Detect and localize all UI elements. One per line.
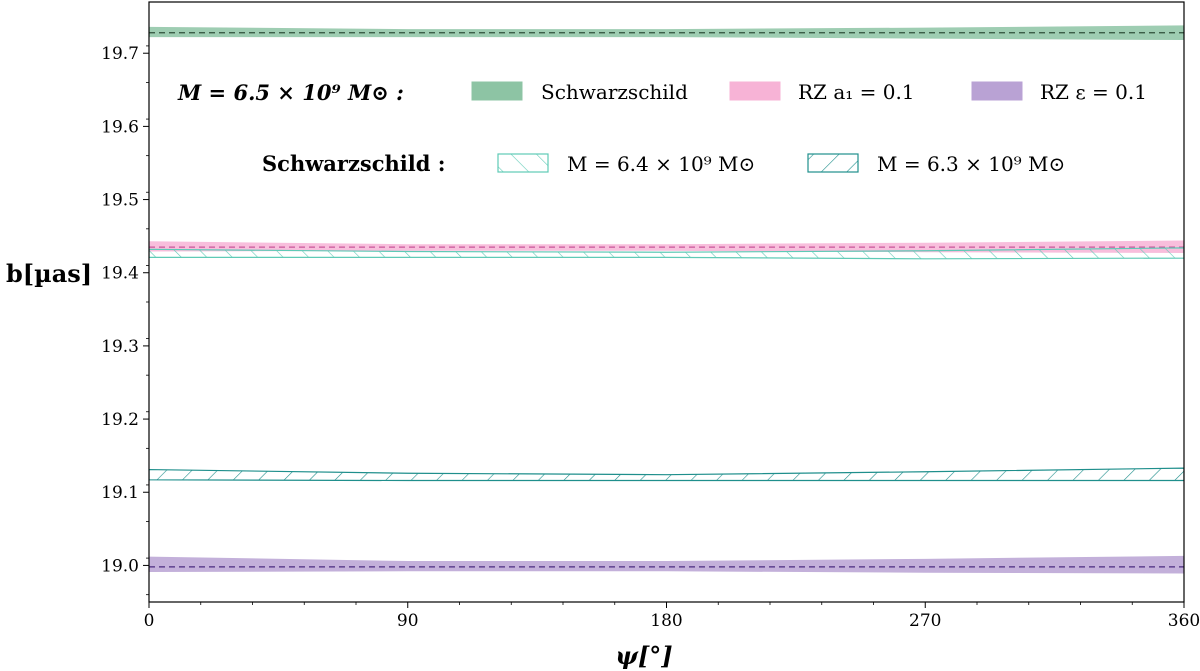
band-0 — [149, 25, 1184, 41]
legend-row2-title: Schwarzschild : — [262, 151, 445, 176]
band-4 — [149, 467, 1184, 482]
x-tick-label: 180 — [650, 611, 682, 631]
legend-swatch-schwarzschild — [471, 81, 523, 101]
y-tick-label: 19.3 — [101, 337, 139, 357]
band-2 — [149, 555, 1184, 574]
legend-swatch-rz-epsilon — [971, 81, 1023, 101]
legend-label-m63: M = 6.3 × 10⁹ M⊙ — [877, 152, 1065, 176]
y-tick-label: 19.7 — [101, 44, 139, 64]
legend-swatch-m63 — [807, 153, 859, 173]
legend-row1-title: M = 6.5 × 10⁹ M⊙ : — [177, 80, 404, 105]
legend: M = 6.5 × 10⁹ M⊙ : Schwarzschild RZ a₁ =… — [177, 80, 1147, 176]
y-axis-label: b[µas] — [6, 259, 92, 288]
y-tick-label: 19.1 — [101, 483, 139, 503]
x-tick-label: 90 — [397, 611, 419, 631]
y-tick-label: 19.0 — [101, 556, 139, 576]
band-3 — [149, 247, 1184, 260]
y-tick-label: 19.6 — [101, 117, 139, 137]
legend-label-schwarzschild: Schwarzschild — [541, 80, 688, 104]
x-tick-label: 0 — [144, 611, 155, 631]
band-1 — [149, 240, 1184, 253]
data-bands — [149, 25, 1184, 574]
y-tick-label: 19.4 — [101, 264, 139, 284]
axis-ticks: 0 90 180 270 360 19.0 19.1 19.2 19.3 19.4 19.5 19.6… — [101, 44, 1200, 631]
x-axis-label: ψ[°] — [615, 641, 672, 670]
plot-frame — [148, 1, 1185, 603]
legend-swatch-rz-a1 — [729, 81, 781, 101]
legend-label-rz-a1: RZ a₁ = 0.1 — [798, 80, 915, 104]
legend-swatch-m64 — [497, 153, 549, 173]
y-tick-label: 19.5 — [101, 191, 139, 211]
x-tick-label: 360 — [1168, 611, 1200, 631]
y-tick-label: 19.2 — [101, 410, 139, 430]
legend-label-rz-epsilon: RZ ε = 0.1 — [1040, 80, 1147, 104]
x-tick-label: 270 — [909, 611, 941, 631]
legend-label-m64: M = 6.4 × 10⁹ M⊙ — [567, 152, 755, 176]
